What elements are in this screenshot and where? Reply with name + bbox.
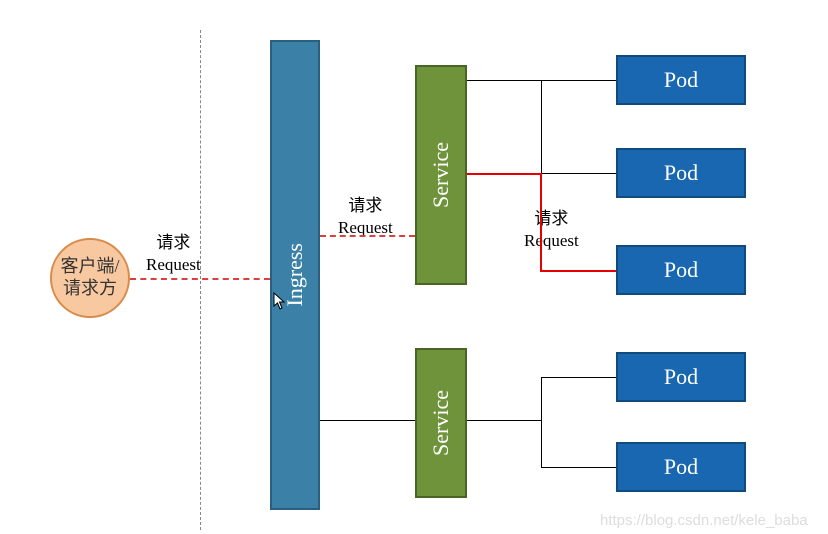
pod-box-0: Pod bbox=[616, 55, 746, 105]
red-segment-0 bbox=[467, 173, 542, 175]
service-box-1: Service bbox=[415, 348, 467, 498]
connector-h bbox=[320, 420, 415, 421]
cursor-icon bbox=[273, 292, 287, 310]
pod-box-1: Pod bbox=[616, 148, 746, 198]
connector-v bbox=[541, 80, 542, 175]
client-label: 客户端/请求方 bbox=[60, 256, 119, 299]
connector-h bbox=[541, 467, 616, 468]
pod-box-4: Pod bbox=[616, 442, 746, 492]
request-label-1: 请求Request bbox=[338, 195, 393, 239]
red-segment-1 bbox=[540, 173, 542, 272]
connector-h bbox=[541, 173, 616, 174]
client-node: 客户端/请求方 bbox=[50, 238, 130, 318]
dashed-link-1 bbox=[320, 235, 415, 237]
pod-box-3: Pod bbox=[616, 352, 746, 402]
divider-line bbox=[200, 30, 201, 530]
connector-h bbox=[467, 420, 542, 421]
service-label: Service bbox=[428, 390, 454, 456]
service-box-0: Service bbox=[415, 65, 467, 285]
request-label-0: 请求Request bbox=[146, 232, 201, 276]
service-label: Service bbox=[428, 142, 454, 208]
red-segment-2 bbox=[540, 270, 616, 272]
pod-box-2: Pod bbox=[616, 245, 746, 295]
ingress-box: Ingress bbox=[270, 40, 320, 510]
connector-v bbox=[541, 377, 542, 467]
connector-h bbox=[541, 377, 616, 378]
request-label-2: 请求Request bbox=[524, 208, 579, 252]
dashed-link-0 bbox=[130, 278, 270, 280]
watermark-text: https://blog.csdn.net/kele_baba bbox=[600, 512, 808, 529]
